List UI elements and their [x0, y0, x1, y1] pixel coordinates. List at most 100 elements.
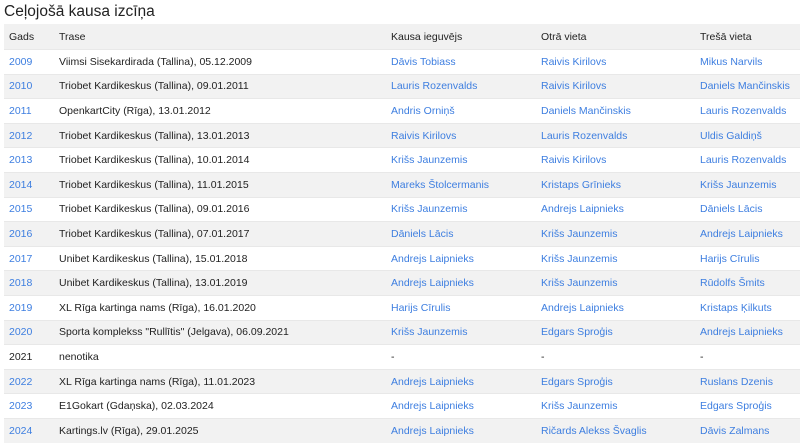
winner-link[interactable]: Krišs Jaunzemis [391, 154, 468, 167]
third-place-link[interactable]: Harijs Cīrulis [700, 252, 760, 265]
winner-link[interactable]: Krišs Jaunzemis [391, 203, 468, 216]
third-place-link[interactable]: Ruslans Dzenis [700, 375, 773, 388]
second-cell: Kristaps Grīnieks [536, 171, 695, 198]
year-cell: 2015 [4, 196, 54, 222]
year-link[interactable]: 2013 [9, 154, 33, 167]
table-row: 2010 Triobet Kardikeskus (Tallina), 09.01… [4, 73, 800, 99]
header-year: Gads [4, 24, 54, 50]
track-cell: Triobet Kardikeskus (Tallina), 09.01.201… [54, 196, 386, 222]
second-place-link[interactable]: Raivis Kirilovs [541, 154, 607, 167]
track-text: Unibet Kardikeskus (Tallina), 13.01.2019 [59, 277, 248, 290]
second-place-link[interactable]: Ričards Alekss Švaglis [541, 424, 647, 437]
third-place-link[interactable]: Edgars Sproģis [700, 400, 772, 413]
third-place-link[interactable]: Daniels Mančinskis [700, 80, 790, 93]
winner-link[interactable]: Andris Orniņš [391, 104, 455, 117]
winner-link[interactable]: Raivis Kirilovs [391, 129, 457, 142]
second-cell: Edgars Sproģis [536, 368, 695, 394]
winner-cell: Mareks Štolcermanis [386, 171, 536, 198]
third-cell: Mikus Narvils [695, 49, 800, 75]
winner-link[interactable]: Dāvis Tobiass [391, 55, 456, 68]
second-place-link[interactable]: Daniels Mančinskis [541, 104, 631, 117]
second-place-link[interactable]: Edgars Sproģis [541, 375, 613, 388]
year-link[interactable]: 2017 [9, 252, 33, 265]
winner-link[interactable]: Andrejs Laipnieks [391, 424, 474, 437]
third-place-link[interactable]: Dāniels Lācis [700, 203, 763, 216]
third-place-link[interactable]: Lauris Rozenvalds [700, 104, 787, 117]
third-cell: - [695, 344, 800, 370]
table-row: 2017 Unibet Kardikeskus (Tallina), 15.01.… [4, 245, 800, 271]
track-cell: XL Rīga kartinga nams (Rīga), 11.01.2023 [54, 368, 386, 394]
second-place-link[interactable]: Raivis Kirilovs [541, 55, 607, 68]
track-cell: Triobet Kardikeskus (Tallina), 13.01.201… [54, 122, 386, 148]
second-place-link[interactable]: Krišs Jaunzemis [541, 227, 618, 240]
year-cell: 2016 [4, 221, 54, 247]
track-cell: Viimsi Sisekardirada (Tallina), 05.12.20… [54, 49, 386, 75]
track-text: Sporta komplekss "Rullītis" (Jelgava), 0… [59, 326, 289, 339]
second-place-link[interactable]: Krišs Jaunzemis [541, 400, 618, 413]
year-link[interactable]: 2024 [9, 424, 33, 437]
third-place-link[interactable]: Andrejs Laipnieks [700, 326, 783, 339]
winner-link[interactable]: Mareks Štolcermanis [391, 178, 490, 191]
second-cell: Andrejs Laipnieks [536, 196, 695, 222]
third-cell: Lauris Rozenvalds [695, 147, 800, 173]
second-place-link[interactable]: Lauris Rozenvalds [541, 129, 628, 142]
third-place-link[interactable]: Dāvis Zalmans [700, 424, 770, 437]
third-place-link[interactable]: Lauris Rozenvalds [700, 154, 787, 167]
table-row: 2013 Triobet Kardikeskus (Tallina), 10.01… [4, 147, 800, 173]
second-place-link[interactable]: Krišs Jaunzemis [541, 277, 618, 290]
winner-link[interactable]: Krišs Jaunzemis [391, 326, 468, 339]
year-link[interactable]: 2016 [9, 227, 33, 240]
year-link[interactable]: 2019 [9, 301, 33, 314]
second-place-link[interactable]: Raivis Kirilovs [541, 80, 607, 93]
track-cell: Sporta komplekss "Rullītis" (Jelgava), 0… [54, 319, 386, 345]
track-text: OpenkartCity (Rīga), 13.01.2012 [59, 104, 211, 117]
table-row: 2020 Sporta komplekss "Rullītis" (Jelgava… [4, 319, 800, 345]
second-place-link[interactable]: Kristaps Grīnieks [541, 178, 621, 191]
winner-link[interactable]: Andrejs Laipnieks [391, 277, 474, 290]
second-place-link[interactable]: Andrejs Laipnieks [541, 203, 624, 216]
winner-link[interactable]: Lauris Rozenvalds [391, 80, 478, 93]
year-link[interactable]: 2023 [9, 400, 33, 413]
third-place-link[interactable]: Mikus Narvils [700, 55, 763, 68]
second-place-link[interactable]: Krišs Jaunzemis [541, 252, 618, 265]
winner-link[interactable]: Andrejs Laipnieks [391, 252, 474, 265]
winner-link[interactable]: Andrejs Laipnieks [391, 375, 474, 388]
second-cell: Krišs Jaunzemis [536, 393, 695, 419]
year-link[interactable]: 2010 [9, 80, 33, 93]
year-link[interactable]: 2022 [9, 375, 33, 388]
second-cell: - [536, 344, 695, 370]
year-cell: 2019 [4, 294, 54, 321]
year-link[interactable]: 2011 [9, 104, 32, 117]
year-link[interactable]: 2009 [9, 55, 33, 68]
track-text: Unibet Kardikeskus (Tallina), 15.01.2018 [59, 252, 248, 265]
second-cell: Krišs Jaunzemis [536, 221, 695, 247]
year-cell: 2021 [4, 344, 54, 370]
winner-link[interactable]: Dāniels Lācis [391, 227, 454, 240]
third-place-link[interactable]: Krišs Jaunzemis [700, 178, 777, 191]
track-text: Triobet Kardikeskus (Tallina), 09.01.201… [59, 80, 249, 93]
third-place-link[interactable]: Uldis Galdiņš [700, 129, 762, 142]
table-row: 2011 OpenkartCity (Rīga), 13.01.2012 Andri… [4, 98, 800, 124]
winner-link[interactable]: Andrejs Laipnieks [391, 400, 474, 413]
third-text: - [700, 350, 704, 363]
results-table: Gads Trase Kausa ieguvējs Otrā vieta Tre… [4, 24, 800, 443]
table-row: 2016 Triobet Kardikeskus (Tallina), 07.01… [4, 221, 800, 247]
track-text: XL Rīga kartinga nams (Rīga), 11.01.2023 [59, 375, 256, 388]
third-cell: Ruslans Dzenis [695, 368, 800, 394]
year-link[interactable]: 2020 [9, 326, 33, 339]
year-link[interactable]: 2014 [9, 178, 33, 191]
third-place-link[interactable]: Andrejs Laipnieks [700, 227, 783, 240]
winner-cell: Andris Orniņš [386, 98, 536, 124]
header-second: Otrā vieta [536, 24, 695, 50]
third-place-link[interactable]: Rūdolfs Šmits [700, 277, 765, 290]
year-link[interactable]: 2018 [9, 277, 33, 290]
year-link[interactable]: 2012 [9, 129, 33, 142]
year-link[interactable]: 2015 [9, 203, 33, 216]
third-place-link[interactable]: Kristaps Ķilkuts [700, 301, 772, 314]
header-third: Trešā vieta [695, 24, 800, 50]
winner-link[interactable]: Harijs Cīrulis [391, 301, 451, 314]
second-place-link[interactable]: Andrejs Laipnieks [541, 301, 624, 314]
winner-cell: Dāniels Lācis [386, 221, 536, 247]
year-text: 2021 [9, 350, 33, 363]
second-place-link[interactable]: Edgars Sproģis [541, 326, 613, 339]
